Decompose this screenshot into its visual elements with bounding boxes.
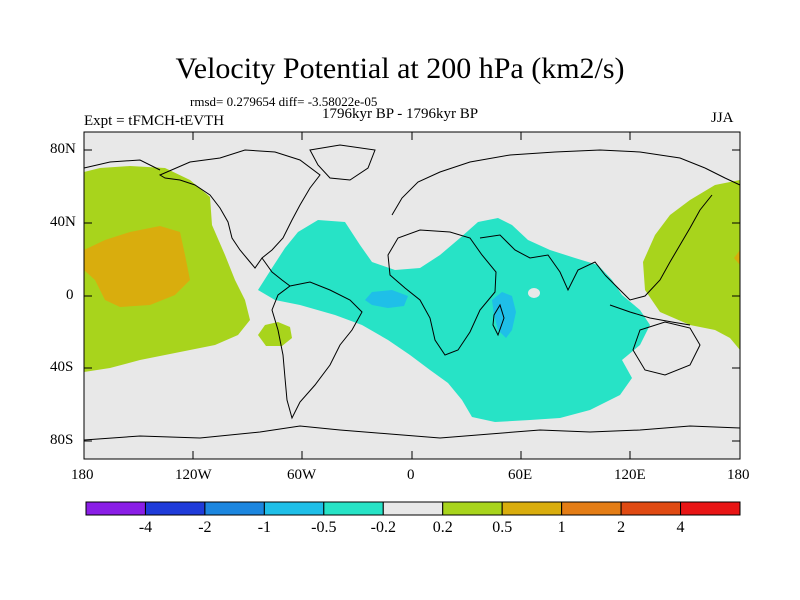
colorbar-tick-label: -4 — [138, 519, 153, 536]
season-label: JJA — [711, 110, 734, 126]
colorbar-swatch — [144, 501, 206, 516]
axis-ticks — [83, 132, 741, 459]
lon-label-120w: 120W — [175, 467, 212, 483]
colorbar-swatch — [263, 501, 325, 516]
colorbar-tick-label: -0.2 — [370, 519, 396, 536]
positive-core-east-pacific — [84, 226, 190, 307]
figure-title: Velocity Potential at 200 hPa (km2/s) — [175, 52, 625, 85]
colorbar-swatch — [204, 501, 265, 516]
coast-asia-east — [704, 167, 741, 186]
lat-label-0: 0 — [66, 287, 74, 303]
map-panel — [83, 131, 741, 460]
coast-australia — [632, 321, 701, 376]
lon-label-60e: 60E — [508, 467, 533, 483]
positive-small-patch-southamerica — [258, 322, 292, 346]
coast-africa — [387, 229, 497, 356]
experiment-label: Expt = tFMCH-tEVTH — [84, 113, 225, 129]
colorbar-swatch — [85, 501, 146, 516]
colorbar-tick-label: 1 — [557, 519, 566, 536]
coast-greenland — [309, 144, 376, 181]
colorbar-swatch — [680, 501, 741, 516]
colorbar-swatch — [620, 501, 682, 516]
colorbar-swatch — [382, 501, 444, 516]
coast-south-america — [271, 281, 363, 420]
colorbar-swatch — [323, 501, 384, 516]
colorbar-tick-label: -0.5 — [311, 519, 337, 536]
negative-region-indian-ocean — [258, 218, 650, 422]
lon-label-180w: 180 — [71, 467, 94, 483]
negative-core-madagascar — [492, 292, 516, 338]
coast-indonesia — [609, 304, 691, 326]
coast-north-america — [158, 149, 321, 269]
colorbar-swatch — [442, 501, 503, 516]
lon-label-120e: 120E — [614, 467, 646, 483]
lat-label-40s: 40S — [50, 359, 74, 375]
coastlines — [83, 144, 741, 441]
coast-madagascar — [492, 303, 505, 337]
colorbar-swatch — [501, 501, 563, 516]
coast-europe — [391, 149, 706, 216]
colorbar-tick-label: -2 — [198, 519, 212, 536]
lat-label-40n: 40N — [50, 214, 76, 230]
lat-label-80n: 80N — [50, 141, 76, 157]
positive-core-west-pacific — [734, 250, 740, 265]
lon-label-60w: 60W — [287, 467, 317, 483]
colorbar-tick-label: 4 — [676, 519, 685, 536]
lon-label-180e: 180 — [727, 467, 750, 483]
coast-antarctica — [83, 425, 741, 441]
colorbar-tick-label: 2 — [617, 519, 626, 536]
colorbar-tick-label: 0.2 — [432, 519, 453, 536]
negative-core-atlantic — [365, 290, 408, 308]
colorbar-swatch — [561, 501, 622, 516]
coast-central-america — [261, 257, 291, 287]
colorbar-tick-label: 0.5 — [492, 519, 513, 536]
coast-southeast-asia — [604, 194, 713, 301]
rmsd-diff-stats: rmsd= 0.279654 diff= -3.58022e-05 — [190, 94, 378, 109]
lat-label-80s: 80S — [50, 432, 74, 448]
positive-region-west-pacific — [643, 180, 740, 350]
period-label: 1796kyr BP - 1796kyr BP — [322, 106, 479, 122]
colorbar-tick-label: -1 — [257, 519, 272, 536]
lon-label-0: 0 — [407, 467, 415, 483]
coast-alaska-east — [83, 159, 161, 171]
coast-arabia-india — [479, 234, 606, 292]
neutral-hole-indian-ocean — [528, 288, 540, 298]
colorbar — [85, 501, 741, 516]
